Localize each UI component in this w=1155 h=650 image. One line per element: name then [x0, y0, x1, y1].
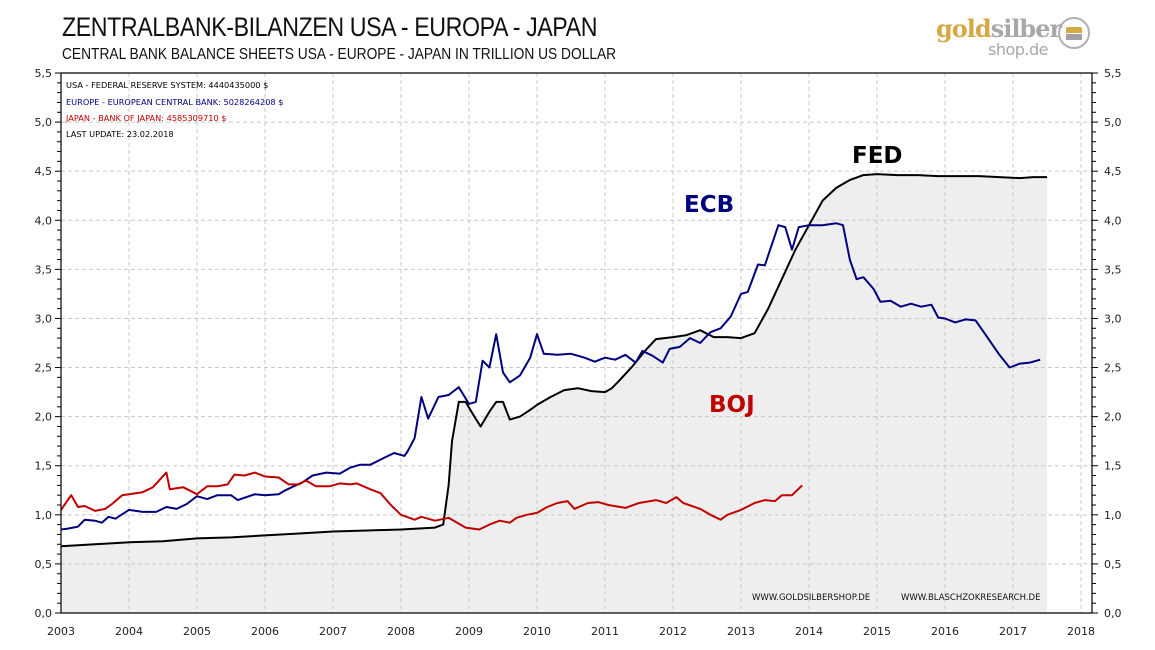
legend: USA - FEDERAL RESERVE SYSTEM: 4440435000…	[65, 80, 283, 139]
x-tick-label: 2011	[591, 625, 619, 638]
series-lines	[60, 173, 1047, 548]
chart-subtitle: CENTRAL BANK BALANCE SHEETS USA - EUROPE…	[62, 46, 617, 63]
logo-text-gold: gold	[936, 14, 992, 43]
legend-last-update: LAST UPDATE: 23.02.2018	[66, 129, 174, 139]
x-tick-label: 2016	[931, 625, 959, 638]
y-tick-label-left: 5,5	[35, 67, 53, 80]
y-axis-left: 0,0 0,5 1,0 1,5 2,0 2,5 3,0 3,5 4,0 4,5 5,0 5,5	[35, 67, 61, 620]
x-tick-label: 2004	[115, 625, 143, 638]
area-fed	[61, 174, 1047, 613]
x-tick-label: 2012	[659, 625, 687, 638]
line-ecb	[60, 222, 1041, 531]
y-tick-label-right: 3,0	[1104, 312, 1122, 325]
y-tick-label-left: 2,0	[35, 411, 53, 424]
x-tick-label: 2005	[183, 625, 211, 638]
line-boj	[60, 471, 803, 531]
legend-boj: JAPAN - BANK OF JAPAN: 4585309710 $	[65, 113, 227, 123]
gold-silver-bars-coin-icon	[1058, 17, 1090, 49]
chart-title: ZENTRALBANK-BILANZEN USA - EUROPA - JAPA…	[62, 12, 598, 42]
x-tick-label: 2014	[795, 625, 823, 638]
y-tick-label-right: 3,5	[1104, 263, 1122, 276]
line-fed	[60, 173, 1047, 548]
credit-goldsilbershop: WWW.GOLDSILBERSHOP.DE	[752, 593, 870, 603]
label-ecb: ECB	[684, 192, 734, 218]
y-tick-label-right: 4,0	[1104, 214, 1122, 227]
grid-lines	[61, 73, 1092, 613]
y-tick-label-right: 4,5	[1104, 165, 1122, 178]
logo-text-silber: silber	[990, 14, 1062, 43]
y-tick-label-left: 3,5	[35, 263, 53, 276]
y-axis-right: 0,0 0,5 1,0 1,5 2,0 2,5 3,0 3,5 4,0 4,5 5,0 5,5	[1092, 67, 1122, 620]
x-tick-label: 2015	[863, 625, 891, 638]
y-tick-label-right: 1,5	[1104, 460, 1122, 473]
y-tick-label-left: 0,5	[35, 558, 53, 571]
fed-area-fill	[61, 174, 1047, 613]
x-tick-label: 2006	[251, 625, 279, 638]
y-tick-label-left: 1,0	[35, 509, 53, 522]
y-tick-label-right: 0,5	[1104, 558, 1122, 571]
x-tick-label: 2009	[455, 625, 483, 638]
logo-text-shop: shop.de	[988, 40, 1049, 59]
label-boj: BOJ	[709, 392, 755, 418]
x-tick-label: 2013	[727, 625, 755, 638]
y-tick-label-left: 4,5	[35, 165, 53, 178]
x-tick-label: 2010	[523, 625, 551, 638]
y-tick-label-right: 0,0	[1104, 607, 1122, 620]
y-tick-label-left: 5,0	[35, 116, 53, 129]
y-tick-label-left: 0,0	[35, 607, 53, 620]
x-axis: 2003 2004 2005 2006 2007 2008 2009 2010 2011 2012…	[47, 625, 1095, 638]
logo: goldsilber shop.de	[936, 12, 1096, 62]
y-tick-label-right: 2,0	[1104, 411, 1122, 424]
y-tick-label-left: 4,0	[35, 214, 53, 227]
y-tick-label-right: 5,0	[1104, 116, 1122, 129]
legend-fed: USA - FEDERAL RESERVE SYSTEM: 4440435000…	[66, 80, 268, 90]
logo-wordmark: goldsilber	[936, 14, 1062, 43]
silver-bar-icon	[1066, 34, 1082, 40]
credit-blaschzokresearch: WWW.BLASCHZOKRESEARCH.DE	[901, 593, 1040, 603]
gold-bar-icon	[1066, 27, 1082, 33]
x-tick-label: 2003	[47, 625, 75, 638]
y-tick-label-left: 3,0	[35, 312, 53, 325]
legend-ecb: EUROPE - EUROPEAN CENTRAL BANK: 50282642…	[66, 97, 283, 107]
y-tick-label-right: 5,5	[1104, 67, 1122, 80]
y-tick-label-left: 1,5	[35, 460, 53, 473]
x-tick-label: 2007	[319, 625, 347, 638]
x-tick-label: 2018	[1067, 625, 1095, 638]
x-tick-label: 2017	[999, 625, 1027, 638]
x-tick-label: 2008	[387, 625, 415, 638]
plot-frame	[60, 72, 1093, 614]
y-tick-label-right: 2,5	[1104, 362, 1122, 375]
label-fed: FED	[852, 143, 903, 169]
y-tick-label-right: 1,0	[1104, 509, 1122, 522]
y-tick-label-left: 2,5	[35, 362, 53, 375]
